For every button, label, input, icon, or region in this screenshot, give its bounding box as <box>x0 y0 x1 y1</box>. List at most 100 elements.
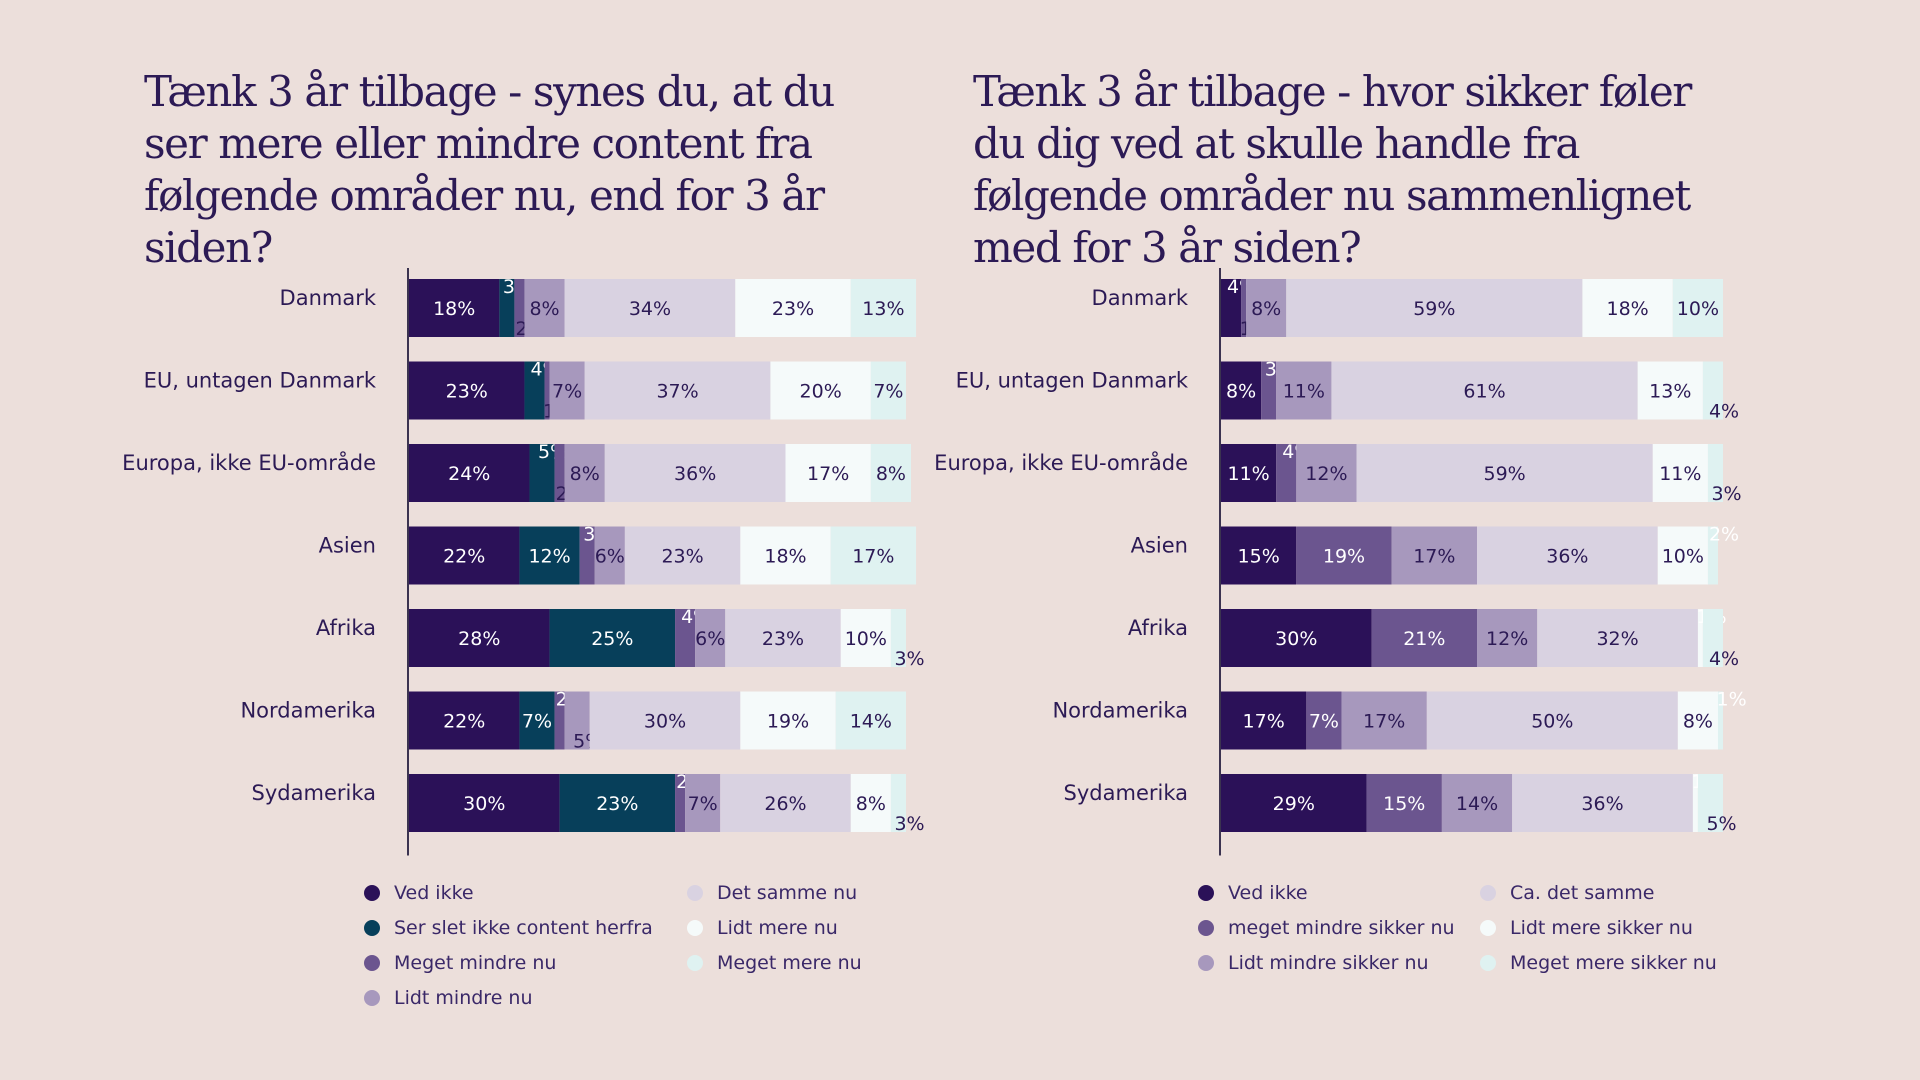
legend-item-ca-det-samme: Ca. det samme <box>1480 882 1654 904</box>
bar-segment-meget-mindre-sikker-nu: Nordamerika – meget mindre sikker nu: 7% <box>1306 691 1342 750</box>
bar-segment-meget-mere-nu: Europa, ikke EU-område – Meget mere nu: … <box>870 444 911 502</box>
legend-label: Ser slet ikke content herfra <box>394 917 653 939</box>
data-label: 17% <box>852 546 894 568</box>
data-label: 18% <box>1607 298 1649 320</box>
data-label: 11% <box>1659 463 1701 485</box>
legend-label: Lidt mere nu <box>717 917 838 939</box>
bar-segment-ved-ikke: EU, untagen Danmark – Ved ikke: 23% <box>409 361 525 420</box>
bar-segment-lidt-mindre-nu: Asien – Lidt mindre nu: 6% <box>594 526 625 585</box>
bar-segment-ca-det-samme: Nordamerika – Ca. det samme: 50% <box>1426 691 1678 750</box>
category-label: Afrika <box>316 616 376 640</box>
legend-swatch-icon <box>1480 920 1496 936</box>
data-label: 28% <box>458 628 500 650</box>
data-label: 4% <box>1709 648 1739 670</box>
bar-segment-ca-det-samme: Danmark – Ca. det samme: 59% <box>1286 279 1583 337</box>
data-label: 3% <box>894 813 924 835</box>
legend-item-ser-slet-ikke-content-herfra: Ser slet ikke content herfra <box>364 917 653 939</box>
bar-segment-ved-ikke: Europa, ikke EU-område – Ved ikke: 11% <box>1221 444 1277 502</box>
legend-label: meget mindre sikker nu <box>1228 917 1455 939</box>
bar-segment-ser-slet-ikke-content-herfra: EU, untagen Danmark – Ser slet ikke cont… <box>524 361 545 420</box>
data-label: 2% <box>1709 524 1739 546</box>
bar-segment-lidt-mere-nu: EU, untagen Danmark – Lidt mere nu: 20% <box>770 361 871 420</box>
bar-segment-meget-mindre-nu: Afrika – Meget mindre nu: 4% <box>675 609 696 667</box>
data-label: 10% <box>1662 546 1704 568</box>
bar-segment-meget-mindre-nu: Europa, ikke EU-område – Meget mindre nu… <box>554 444 565 502</box>
bar-segment-meget-mindre-sikker-nu: Europa, ikke EU-område – meget mindre si… <box>1276 444 1297 502</box>
stacked-bar-chart: Danmark Danmark – Ved ikke: 18% 18% Danmark… <box>122 268 925 856</box>
bar-segment-ser-slet-ikke-content-herfra: Afrika – Ser slet ikke content herfra: 2… <box>549 609 676 667</box>
bar-segment-meget-mere-sikker-nu: Nordamerika – Meget mere sikker nu: 1% <box>1717 691 1723 750</box>
legend-swatch-icon <box>1198 885 1214 901</box>
data-label: 7% <box>522 711 552 733</box>
legend-label: Meget mindre nu <box>394 952 557 974</box>
bar-segment-lidt-mere-nu: Danmark – Lidt mere nu: 23% <box>735 279 851 337</box>
category-label: Danmark <box>1092 286 1189 310</box>
data-label: 18% <box>433 298 475 320</box>
legend-swatch-icon <box>1480 885 1496 901</box>
legend-item-meget-mindre-nu: Meget mindre nu <box>364 952 556 974</box>
left-chart-panel: Tænk 3 år tilbage - synes du, at du ser … <box>0 0 925 1080</box>
bar-segment-lidt-mindre-sikker-nu: Sydamerika – Lidt mindre sikker nu: 14% <box>1441 774 1513 832</box>
legend-label: Lidt mindre sikker nu <box>1228 952 1429 974</box>
legend-swatch-icon <box>687 885 703 901</box>
bar-segment-lidt-mere-sikker-nu: Danmark – Lidt mere sikker nu: 18% <box>1582 279 1673 337</box>
data-label: 17% <box>807 463 849 485</box>
data-label: 8% <box>856 793 886 815</box>
data-label: 8% <box>1251 298 1281 320</box>
bar-segment-meget-mere-nu: EU, untagen Danmark – Meget mere nu: 7% <box>870 361 906 420</box>
bar-segment-ved-ikke: Sydamerika – Ved ikke: 30% <box>409 774 560 832</box>
data-label: 8% <box>1226 381 1256 403</box>
bar-segment-ved-ikke: Nordamerika – Ved ikke: 17% <box>1221 691 1307 750</box>
legend-swatch-icon <box>364 990 380 1006</box>
bar-segment-meget-mere-sikker-nu: EU, untagen Danmark – Meget mere sikker … <box>1702 361 1723 420</box>
bar-segment-ca-det-samme: Europa, ikke EU-område – Ca. det samme: … <box>1356 444 1653 502</box>
bar-segment-det-samme-nu: Europa, ikke EU-område – Det samme nu: 3… <box>604 444 786 502</box>
data-label: 14% <box>850 711 892 733</box>
data-label: 15% <box>1383 793 1425 815</box>
data-label: 24% <box>448 463 490 485</box>
bar-segment-meget-mindre-sikker-nu: Danmark – meget mindre sikker nu: 1% <box>1241 279 1247 337</box>
bar-segment-lidt-mindre-sikker-nu: Afrika – Lidt mindre sikker nu: 12% <box>1477 609 1538 667</box>
bar-segment-meget-mindre-sikker-nu: Asien – meget mindre sikker nu: 19% <box>1296 526 1392 585</box>
bar-segment-lidt-mindre-nu: Afrika – Lidt mindre nu: 6% <box>695 609 726 667</box>
bar-segment-meget-mindre-sikker-nu: Afrika – meget mindre sikker nu: 21% <box>1371 609 1478 667</box>
data-label: 13% <box>862 298 904 320</box>
legend-item-lidt-mindre-nu: Lidt mindre nu <box>364 987 533 1009</box>
data-label: 11% <box>1283 381 1325 403</box>
bar-segment-ved-ikke: Sydamerika – Ved ikke: 29% <box>1221 774 1367 832</box>
bar-segment-meget-mere-nu: Nordamerika – Meget mere nu: 14% <box>835 691 906 750</box>
data-label: 22% <box>443 711 485 733</box>
bar-segment-meget-mindre-nu: Nordamerika – Meget mindre nu: 2% <box>554 691 565 750</box>
bar-segment-meget-mere-nu: Asien – Meget mere nu: 17% <box>830 526 917 585</box>
bar-segment-ved-ikke: Nordamerika – Ved ikke: 22% <box>409 691 520 750</box>
bar-segment-lidt-mere-nu: Sydamerika – Lidt mere nu: 8% <box>850 774 891 832</box>
legend-swatch-icon <box>687 920 703 936</box>
data-label: 8% <box>1683 711 1713 733</box>
bar-segment-det-samme-nu: Afrika – Det samme nu: 23% <box>725 609 841 667</box>
legend-label: Meget mere sikker nu <box>1510 952 1717 974</box>
legend-swatch-icon <box>1198 955 1214 971</box>
legend-item-meget-mere-nu: Meget mere nu <box>687 952 862 974</box>
stacked-bar-chart: Danmark Danmark – Ved ikke: 4% 4% Danmark –… <box>934 268 1747 856</box>
bar-segment-meget-mindre-nu: EU, untagen Danmark – Meget mindre nu: 1… <box>544 361 550 420</box>
data-label: 29% <box>1273 793 1315 815</box>
category-label: Nordamerika <box>1052 699 1188 723</box>
category-label: Danmark <box>280 286 377 310</box>
right-chart-panel: Tænk 3 år tilbage - hvor sikker føler du… <box>820 0 1747 1080</box>
legend-item-det-samme-nu: Det samme nu <box>687 882 857 904</box>
data-label: 23% <box>661 546 703 568</box>
data-label: 12% <box>1486 628 1528 650</box>
bar-segment-det-samme-nu: EU, untagen Danmark – Det samme nu: 37% <box>584 361 771 420</box>
bar-segment-lidt-mindre-sikker-nu: EU, untagen Danmark – Lidt mindre sikker… <box>1276 361 1332 420</box>
bar-segment-ved-ikke: Danmark – Ved ikke: 18% <box>409 279 500 337</box>
legend-swatch-icon <box>1480 955 1496 971</box>
legend-swatch-icon <box>364 885 380 901</box>
bar-segment-ca-det-samme: Asien – Ca. det samme: 36% <box>1477 526 1658 585</box>
data-label: 17% <box>1413 546 1455 568</box>
data-label: 5% <box>1706 813 1736 835</box>
bar-segment-ser-slet-ikke-content-herfra: Asien – Ser slet ikke content herfra: 12… <box>519 526 580 585</box>
bar-segment-ved-ikke: Danmark – Ved ikke: 4% <box>1221 279 1242 337</box>
bar-segment-meget-mindre-nu: Asien – Meget mindre nu: 3% <box>579 526 595 585</box>
bar-segment-meget-mere-nu: Danmark – Meget mere nu: 13% <box>850 279 917 337</box>
data-label: 7% <box>1309 711 1339 733</box>
